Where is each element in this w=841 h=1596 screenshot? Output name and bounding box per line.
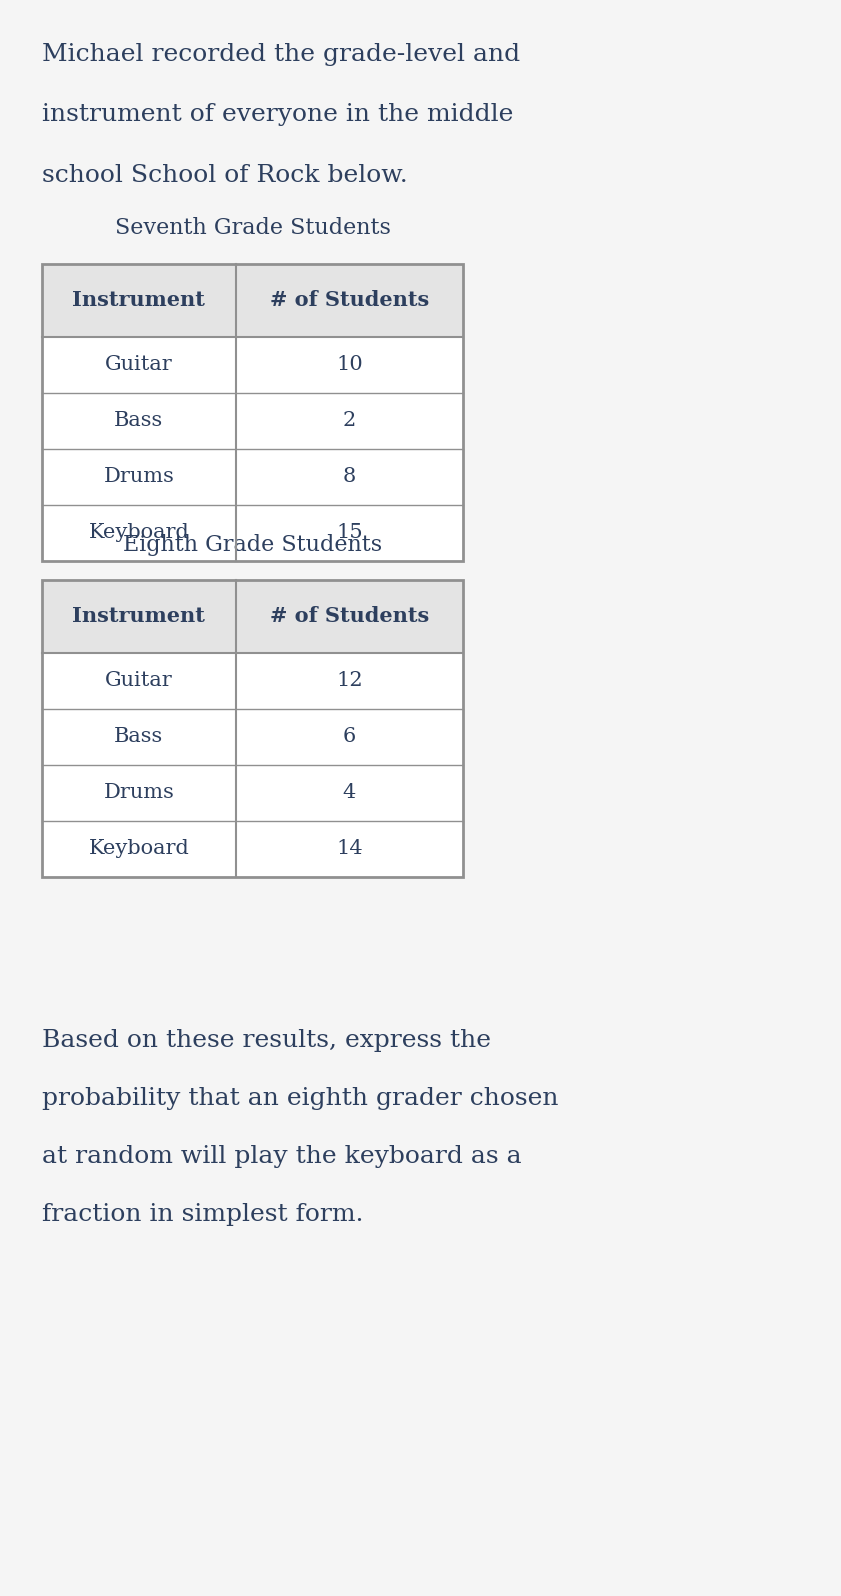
Text: Seventh Grade Students: Seventh Grade Students	[114, 217, 390, 239]
Text: fraction in simplest form.: fraction in simplest form.	[42, 1202, 363, 1226]
Text: Eighth Grade Students: Eighth Grade Students	[123, 535, 382, 555]
Text: 14: 14	[336, 839, 362, 859]
Bar	[42, 448, 463, 504]
Text: instrument of everyone in the middle: instrument of everyone in the middle	[42, 104, 513, 126]
Text: Drums: Drums	[103, 784, 174, 803]
Text: 15: 15	[336, 523, 362, 543]
Text: Guitar: Guitar	[105, 672, 172, 691]
Text: Bass: Bass	[114, 728, 163, 747]
Text: Keyboard: Keyboard	[88, 839, 189, 859]
Text: 10: 10	[336, 356, 362, 375]
Text: Instrument: Instrument	[72, 606, 205, 627]
Text: Bass: Bass	[114, 412, 163, 431]
Text: Michael recorded the grade-level and: Michael recorded the grade-level and	[42, 43, 520, 67]
Text: probability that an eighth grader chosen: probability that an eighth grader chosen	[42, 1087, 558, 1109]
Text: 6: 6	[342, 728, 356, 747]
Bar	[42, 764, 463, 820]
Bar	[42, 263, 463, 562]
Bar	[42, 579, 463, 876]
Bar	[42, 820, 463, 876]
Text: Drums: Drums	[103, 468, 174, 487]
Text: at random will play the keyboard as a: at random will play the keyboard as a	[42, 1144, 521, 1168]
Text: Guitar: Guitar	[105, 356, 172, 375]
Text: # of Students: # of Students	[270, 606, 429, 627]
Text: # of Students: # of Students	[270, 290, 429, 311]
Text: school School of Rock below.: school School of Rock below.	[42, 163, 408, 187]
Text: 8: 8	[342, 468, 356, 487]
Text: Keyboard: Keyboard	[88, 523, 189, 543]
Bar	[42, 709, 463, 764]
Bar	[42, 504, 463, 562]
Text: Based on these results, express the: Based on these results, express the	[42, 1028, 491, 1052]
Text: 12: 12	[336, 672, 362, 691]
Text: Instrument: Instrument	[72, 290, 205, 311]
Bar	[42, 579, 463, 653]
Bar	[42, 337, 463, 393]
Bar	[42, 393, 463, 448]
Text: 4: 4	[342, 784, 356, 803]
Bar	[42, 263, 463, 337]
Text: 2: 2	[342, 412, 356, 431]
Bar	[42, 653, 463, 709]
